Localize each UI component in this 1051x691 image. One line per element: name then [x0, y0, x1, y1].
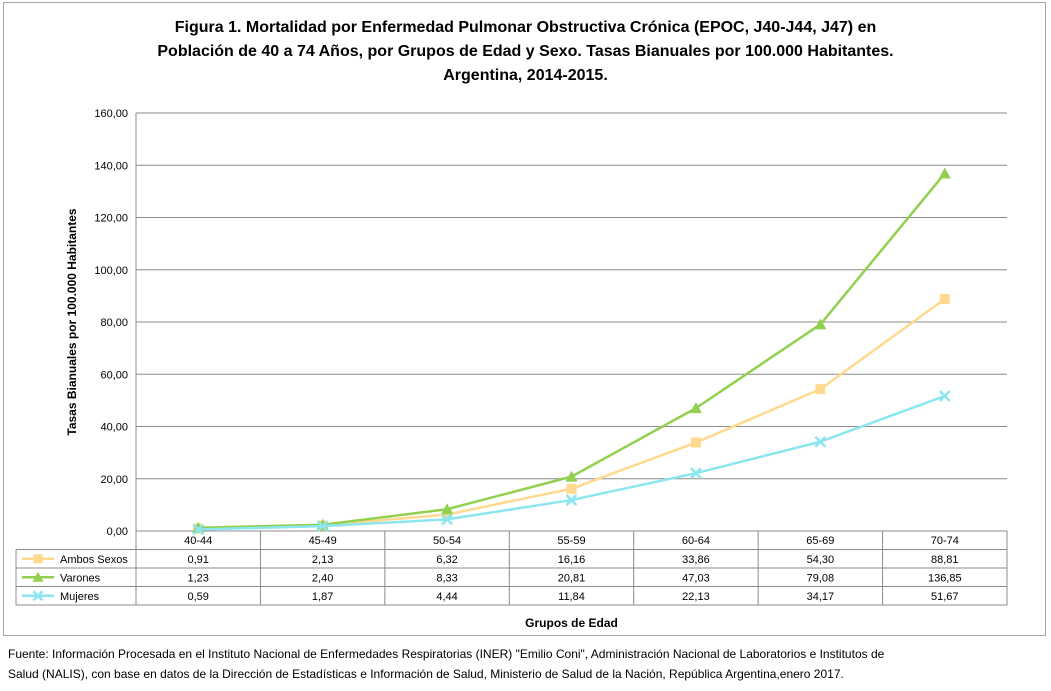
legend-key-marker	[32, 571, 44, 582]
data-label: 11,84	[558, 591, 585, 603]
y-tick-label: 20,00	[100, 474, 128, 486]
chart-frame	[3, 2, 1046, 636]
legend-key-marker	[32, 590, 44, 602]
y-axis-title: Tasas Bianuales por 100.000 Habitantes	[65, 208, 79, 436]
y-tick-label: 40,00	[100, 422, 128, 434]
data-label: 2,13	[312, 554, 333, 566]
data-label: 16,16	[558, 554, 586, 566]
data-label: 47,03	[682, 572, 710, 584]
data-label: 33,86	[682, 554, 710, 566]
data-point	[442, 509, 453, 520]
data-label: 0,91	[188, 554, 209, 566]
x-tick-label: 40-44	[184, 535, 212, 547]
data-point	[815, 384, 826, 395]
data-point	[814, 318, 827, 330]
data-label: 136,85	[928, 572, 962, 584]
chart-title-line-3: Argentina, 2014-2015.	[443, 67, 608, 84]
data-point	[192, 523, 205, 536]
data-label: 1,23	[188, 572, 209, 584]
data-point	[690, 437, 701, 448]
x-tick-label: 50-54	[433, 535, 461, 547]
data-label: 8,33	[436, 572, 457, 584]
x-tick-label: 45-49	[309, 535, 337, 547]
x-tick-label: 55-59	[557, 535, 585, 547]
x-tick-label: 70-74	[931, 535, 959, 547]
y-tick-label: 0,00	[107, 526, 128, 538]
data-label: 34,17	[807, 591, 835, 603]
source-note: Fuente: Información Procesada en el Inst…	[8, 644, 1048, 684]
series-line-mujeres	[198, 394, 946, 531]
data-label: 88,81	[931, 554, 959, 566]
y-tick-label: 120,00	[94, 213, 128, 225]
data-label: 1,87	[312, 591, 333, 603]
data-label: 51,67	[931, 591, 959, 603]
data-point	[441, 513, 453, 526]
line-chart: 0,00 20,00 40,00 60,00 80,00 100,00 120,00 140,…	[15, 108, 1008, 630]
x-axis-title: Grupos de Edad	[525, 616, 618, 630]
data-label: 6,32	[436, 554, 457, 566]
data-label: 4,44	[436, 591, 457, 603]
x-tick-label: 60-64	[682, 535, 710, 547]
chart-title-line-2: Población de 40 a 74 Años, por Grupos de…	[157, 43, 894, 60]
y-tick-label: 60,00	[100, 369, 128, 381]
data-label: 54,30	[807, 554, 835, 566]
data-label: 2,40	[312, 572, 333, 584]
source-line-1: Fuente: Información Procesada en el Inst…	[8, 647, 885, 661]
data-point	[316, 520, 329, 532]
data-point	[938, 167, 951, 179]
data-label: 20,81	[558, 572, 586, 584]
legend-key-marker	[33, 554, 43, 564]
data-label: 0,59	[188, 591, 209, 603]
data-point	[814, 435, 827, 448]
data-point	[565, 494, 578, 506]
chart-title: Figura 1. Mortalidad por Enfermedad Pulm…	[0, 16, 1051, 88]
series-line-ambos-sexos	[198, 297, 946, 530]
legend-label: Ambos Sexos	[60, 554, 128, 566]
data-point	[939, 293, 950, 304]
data-label: 79,08	[807, 572, 835, 584]
x-tick-label: 65-69	[806, 535, 834, 547]
chart-title-line-1: Figura 1. Mortalidad por Enfermedad Pulm…	[174, 19, 877, 36]
y-tick-label: 140,00	[94, 160, 128, 172]
data-point	[566, 483, 577, 494]
data-point	[690, 467, 702, 480]
legend-label: Mujeres	[60, 591, 100, 603]
y-tick-label: 100,00	[94, 265, 128, 277]
y-tick-label: 160,00	[94, 108, 128, 120]
data-point	[938, 390, 951, 402]
data-point	[441, 503, 454, 515]
data-point	[689, 402, 702, 414]
legend-label: Varones	[60, 572, 101, 584]
y-tick-label: 80,00	[100, 317, 128, 329]
data-point	[565, 470, 578, 482]
source-line-2: Salud (NALIS), con base en datos de la D…	[8, 667, 844, 681]
data-label: 22,13	[682, 591, 710, 603]
